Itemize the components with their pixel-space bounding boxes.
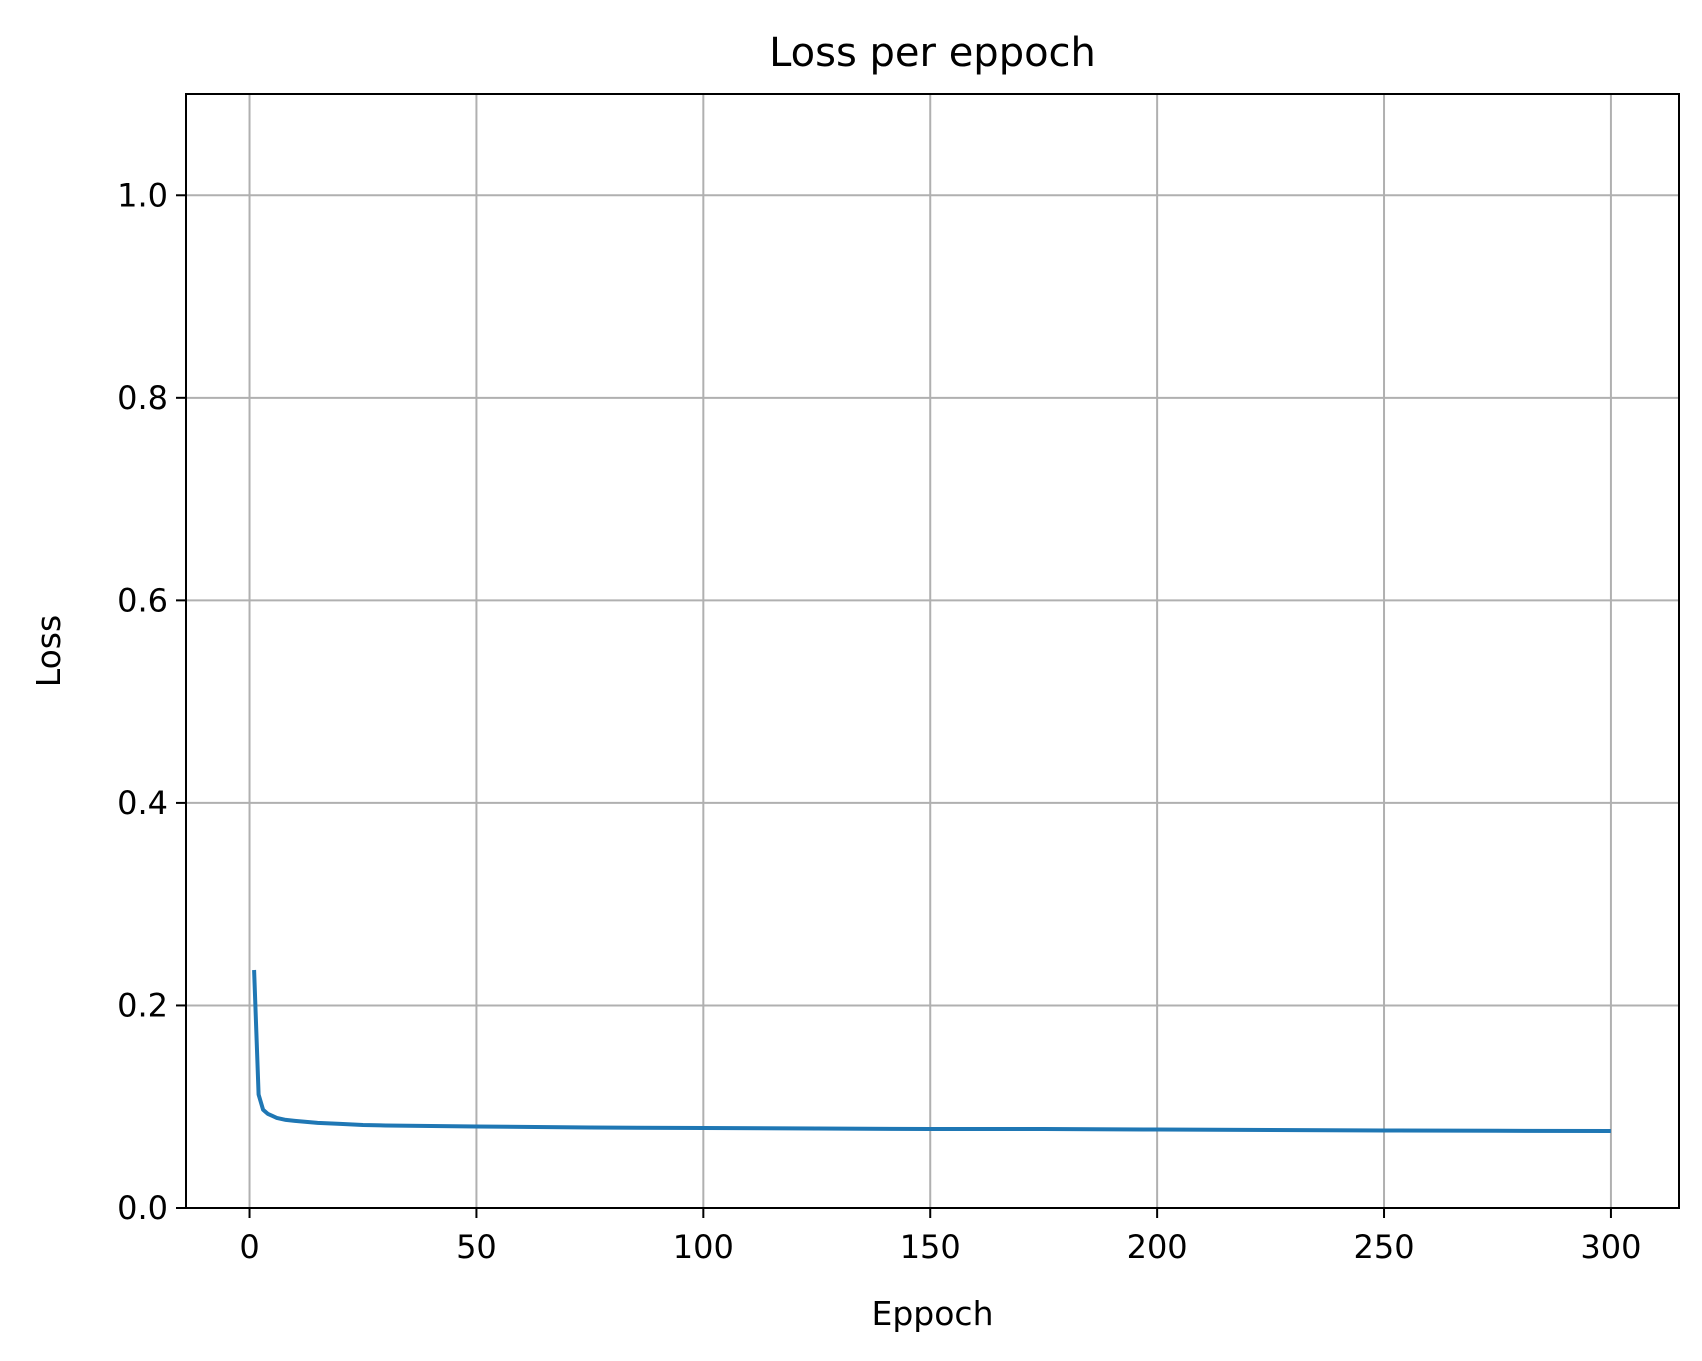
y-tick-label: 0.4 — [117, 784, 168, 822]
x-tick-label: 300 — [1580, 1228, 1641, 1266]
x-tick-label: 200 — [1127, 1228, 1188, 1266]
y-tick-labels: 0.0 0.2 0.4 0.6 0.8 1.0 — [117, 176, 168, 1227]
x-axis-title: Eppoch — [872, 1294, 994, 1333]
x-tick-labels: 0 50 100 150 200 250 300 — [239, 1228, 1641, 1266]
x-tick-label: 250 — [1353, 1228, 1414, 1266]
y-tick-label: 0.8 — [117, 379, 168, 417]
y-tick-label: 0.2 — [117, 986, 168, 1024]
grid-lines — [186, 94, 1679, 1209]
x-tick-label: 50 — [456, 1228, 497, 1266]
y-tick-label: 0.0 — [117, 1189, 168, 1227]
y-axis-title: Loss — [29, 615, 68, 687]
chart-title: Loss per eppoch — [769, 30, 1096, 76]
x-tick-label: 0 — [239, 1228, 259, 1266]
y-tick-label: 0.6 — [117, 581, 168, 619]
loss-series-line — [252, 969, 1611, 1133]
y-tick-label: 1.0 — [117, 176, 168, 214]
x-tick-label: 100 — [673, 1228, 734, 1266]
series-layer — [252, 969, 1611, 1133]
plot-frame — [185, 93, 1680, 1209]
tick-marks — [176, 194, 1612, 1218]
x-tick-label: 150 — [900, 1228, 961, 1266]
